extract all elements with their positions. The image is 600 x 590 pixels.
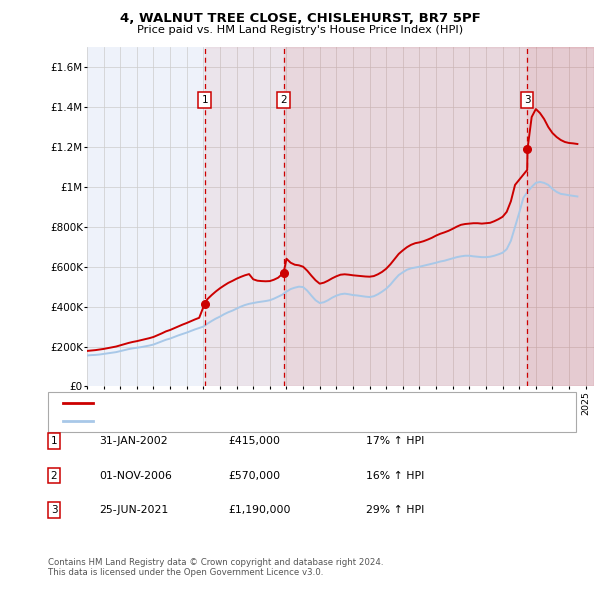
Bar <box>205 47 594 386</box>
Text: 01-NOV-2006: 01-NOV-2006 <box>99 471 172 480</box>
Text: 2: 2 <box>50 471 58 480</box>
Text: 4, WALNUT TREE CLOSE, CHISLEHURST, BR7 5PF: 4, WALNUT TREE CLOSE, CHISLEHURST, BR7 5… <box>119 12 481 25</box>
Text: Price paid vs. HM Land Registry's House Price Index (HPI): Price paid vs. HM Land Registry's House … <box>137 25 463 35</box>
Text: 2: 2 <box>280 95 287 105</box>
Text: 29% ↑ HPI: 29% ↑ HPI <box>366 505 424 514</box>
Text: 1: 1 <box>50 437 58 446</box>
Text: 17% ↑ HPI: 17% ↑ HPI <box>366 437 424 446</box>
Text: 3: 3 <box>524 95 530 105</box>
Bar <box>527 47 594 386</box>
Text: 3: 3 <box>50 505 58 514</box>
Text: 16% ↑ HPI: 16% ↑ HPI <box>366 471 424 480</box>
Text: £570,000: £570,000 <box>228 471 280 480</box>
Text: 1: 1 <box>202 95 208 105</box>
Text: 4, WALNUT TREE CLOSE, CHISLEHURST, BR7 5PF (detached house): 4, WALNUT TREE CLOSE, CHISLEHURST, BR7 5… <box>99 398 432 408</box>
Bar <box>284 47 594 386</box>
Text: Contains HM Land Registry data © Crown copyright and database right 2024.
This d: Contains HM Land Registry data © Crown c… <box>48 558 383 577</box>
Text: £415,000: £415,000 <box>228 437 280 446</box>
Text: 31-JAN-2002: 31-JAN-2002 <box>99 437 167 446</box>
Text: £1,190,000: £1,190,000 <box>228 505 290 514</box>
Text: 25-JUN-2021: 25-JUN-2021 <box>99 505 168 514</box>
Text: HPI: Average price, detached house, Bromley: HPI: Average price, detached house, Brom… <box>99 416 325 426</box>
